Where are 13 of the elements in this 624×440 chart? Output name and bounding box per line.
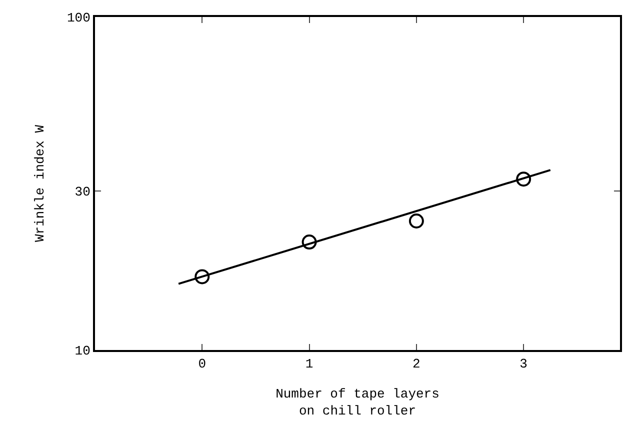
y-tick-label: 100 (66, 10, 90, 26)
x-tick-label: 0 (198, 356, 206, 372)
y-axis-title: Wrinkle index W (32, 124, 48, 242)
x-tick-label: 2 (412, 356, 420, 372)
point (408, 214, 424, 228)
y-tick-label: 30 (74, 184, 90, 200)
point (516, 172, 532, 187)
x-axis-title: Number of tape layers on chill roller (276, 386, 440, 419)
point (302, 234, 317, 250)
y-tick-label: 10 (74, 344, 90, 359)
point (194, 269, 210, 284)
x-tick-label: 3 (520, 356, 528, 372)
x-tick-label: 1 (305, 356, 314, 372)
